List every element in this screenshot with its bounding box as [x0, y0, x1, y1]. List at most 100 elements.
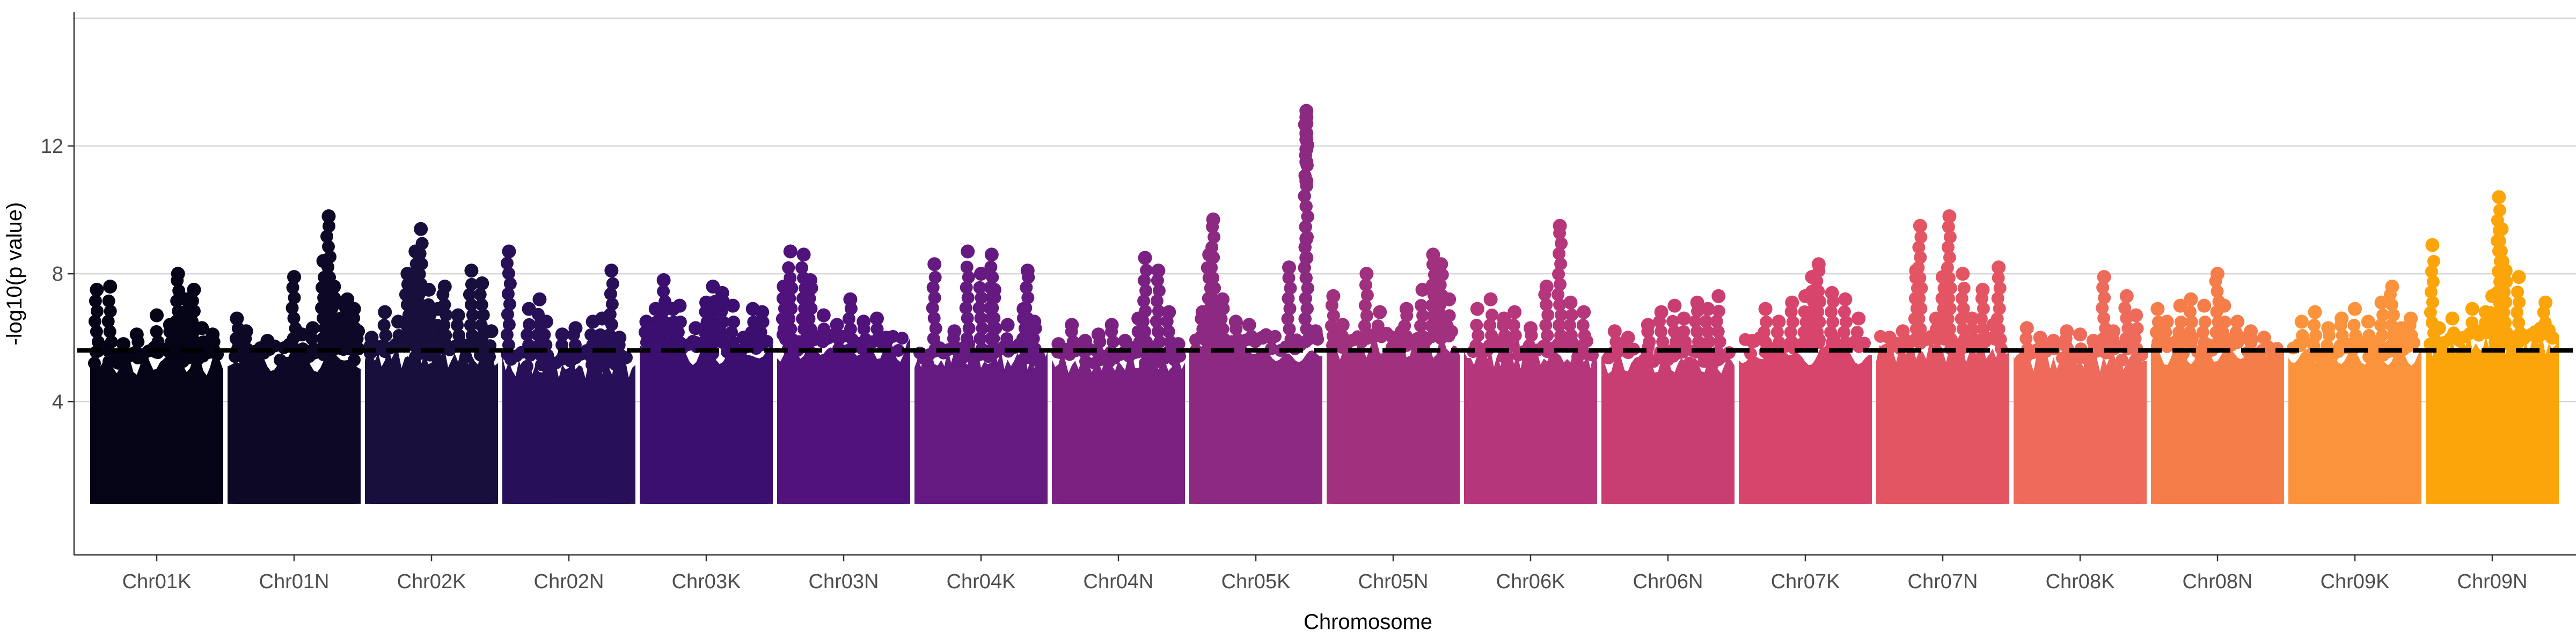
data-point: [1944, 333, 1958, 346]
data-point: [1993, 281, 2007, 295]
data-point: [1578, 329, 1591, 342]
data-point: [1552, 267, 1565, 281]
data-point: [88, 314, 101, 328]
data-point: [2425, 238, 2440, 252]
data-point: [463, 288, 476, 301]
data-point: [502, 318, 516, 331]
data-point: [1231, 333, 1245, 346]
data-point: [2376, 308, 2390, 321]
data-point: [2118, 301, 2132, 314]
data-point: [1915, 333, 1929, 346]
data-point: [568, 338, 582, 352]
point-bulk: [90, 351, 223, 504]
data-point: [2347, 318, 2361, 332]
data-point: [1953, 344, 1966, 357]
data-point: [785, 302, 798, 316]
data-point: [1553, 247, 1566, 260]
point-bulk: [1876, 339, 2009, 504]
data-point: [1539, 279, 1554, 294]
point-bulk-base: [2151, 492, 2284, 504]
data-point: [1228, 314, 1243, 329]
data-point: [2183, 305, 2197, 318]
data-point: [1914, 302, 1928, 316]
data-point: [1151, 264, 1166, 278]
data-point: [1360, 289, 1374, 302]
data-point: [2424, 338, 2436, 351]
data-point: [2217, 298, 2231, 313]
x-tick-label: Chr08K: [2046, 570, 2115, 593]
data-point: [1896, 324, 1910, 339]
data-point: [521, 360, 533, 373]
data-point: [2097, 311, 2111, 325]
x-axis-title: Chromosome: [1304, 610, 1432, 634]
data-point: [101, 314, 115, 328]
data-point: [464, 298, 478, 311]
data-point: [1360, 309, 1373, 323]
data-point: [1000, 318, 1015, 332]
data-point: [705, 305, 719, 318]
data-point: [1433, 278, 1447, 291]
data-point: [287, 311, 301, 325]
data-point: [1088, 356, 1101, 370]
data-point: [1956, 323, 1970, 336]
data-point: [1991, 291, 2004, 305]
data-point: [1264, 331, 1279, 345]
data-point: [150, 308, 164, 323]
data-point: [539, 338, 553, 352]
data-point: [1554, 329, 1568, 342]
data-point: [974, 267, 988, 281]
point-bulk: [1189, 338, 1322, 504]
y-tick-label: 8: [52, 263, 63, 286]
data-point: [1941, 261, 1954, 274]
data-point: [2196, 326, 2209, 339]
data-point: [116, 337, 130, 352]
data-point: [614, 348, 627, 362]
x-tick-label: Chr08N: [2183, 570, 2253, 593]
data-point: [195, 321, 209, 335]
data-point: [1958, 333, 1971, 346]
data-point: [1521, 350, 1534, 363]
data-point: [89, 294, 102, 308]
data-point: [1299, 155, 1314, 169]
data-point: [755, 305, 770, 319]
x-tick-label: Chr09K: [2321, 570, 2390, 593]
data-point: [1813, 295, 1827, 308]
data-point: [1336, 330, 1349, 343]
data-point: [2498, 264, 2513, 278]
data-point: [2161, 336, 2174, 349]
data-point: [323, 250, 336, 264]
data-point: [1812, 284, 1825, 298]
data-point: [171, 267, 185, 281]
x-tick-label: Chr05N: [1358, 570, 1429, 593]
data-point: [103, 325, 116, 338]
data-point: [658, 316, 671, 329]
data-point: [2216, 326, 2229, 339]
data-point: [1152, 284, 1166, 297]
x-tick-label: Chr01K: [122, 570, 192, 593]
data-point: [1577, 305, 1591, 319]
y-axis-title: -log10(p value): [3, 202, 26, 346]
data-point: [1205, 312, 1219, 326]
data-point: [1555, 237, 1568, 250]
data-point: [747, 336, 760, 349]
data-point: [2229, 326, 2243, 339]
data-point: [1162, 325, 1175, 338]
data-point: [1992, 271, 2005, 284]
data-point: [1206, 291, 1219, 305]
data-point: [1485, 329, 1498, 342]
data-point: [1647, 355, 1660, 368]
data-point: [2198, 316, 2212, 329]
data-point: [2174, 336, 2187, 349]
data-point: [521, 328, 534, 341]
data-point: [975, 291, 988, 304]
data-point: [1327, 309, 1340, 323]
data-point: [843, 292, 858, 306]
data-point: [1941, 312, 1955, 326]
data-point: [1373, 305, 1387, 319]
data-point: [2426, 296, 2439, 309]
data-point: [88, 356, 101, 370]
data-point: [502, 338, 515, 352]
data-point: [1683, 356, 1696, 370]
data-point: [1436, 268, 1449, 281]
